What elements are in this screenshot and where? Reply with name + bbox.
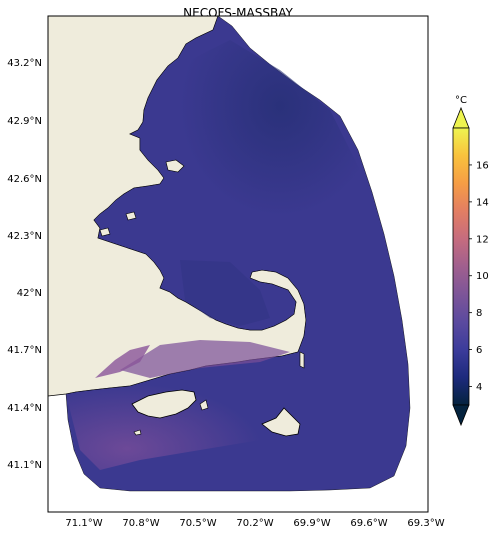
latitude-labels: 43.2°N 42.9°N 42.6°N 42.3°N 42°N 41.7°N … <box>7 58 42 471</box>
colorbar-extend-bottom <box>452 404 470 427</box>
map-frame <box>47 15 429 513</box>
colorbar-tick-label: 6 <box>476 345 482 356</box>
colorbar-tick-label: 4 <box>476 382 482 393</box>
lat-label: 42.3°N <box>7 231 42 242</box>
lon-label: 69.9°W <box>293 518 330 529</box>
colorbar-tick-label: 10 <box>476 271 489 282</box>
colorbar-tick-label: 14 <box>476 197 489 208</box>
lat-label: 42°N <box>17 288 42 299</box>
temperature-field <box>66 40 370 470</box>
map-axes <box>48 16 428 512</box>
southern-warm-water <box>66 352 310 470</box>
nantucket-sound-warm <box>120 340 290 378</box>
small-island-2 <box>133 429 142 436</box>
lat-label: 43.2°N <box>7 58 42 69</box>
lat-label: 41.7°N <box>7 345 42 356</box>
lon-label: 70.8°W <box>122 518 159 529</box>
lon-label: 71.1°W <box>65 518 102 529</box>
colorbar-tick-label: 8 <box>476 308 482 319</box>
lat-label: 41.1°N <box>7 460 42 471</box>
colorbar-tick-label: 12 <box>476 234 489 245</box>
lat-label: 41.4°N <box>7 403 42 414</box>
lon-label: 69.6°W <box>350 518 387 529</box>
colorbar-body <box>452 127 470 406</box>
cape-ann-island <box>165 159 185 173</box>
nahant-island <box>125 211 137 221</box>
cape-cod-bay-shade <box>180 260 270 326</box>
lon-label: 69.3°W <box>407 518 444 529</box>
marthas-vineyard <box>131 389 197 419</box>
buzzards-bay-warm <box>95 345 150 378</box>
nantucket <box>261 407 301 437</box>
colorbar-ticks: 4 6 8 10 12 14 16 <box>469 160 489 393</box>
monomoy-island <box>299 351 305 369</box>
deep-water-shade <box>170 40 370 260</box>
colorbar: °C 4 6 8 10 12 14 16 <box>452 95 489 427</box>
small-island-1 <box>199 399 209 411</box>
longitude-labels: 71.1°W 70.8°W 70.5°W 70.2°W 69.9°W 69.6°… <box>65 518 444 529</box>
lat-label: 42.9°N <box>7 116 42 127</box>
colorbar-extend-top <box>452 106 470 129</box>
colorbar-unit: °C <box>455 95 467 106</box>
lat-label: 42.6°N <box>7 174 42 185</box>
boston-harbor-island <box>99 227 111 237</box>
colorbar-tick-label: 16 <box>476 160 489 171</box>
lon-label: 70.5°W <box>179 518 216 529</box>
lon-label: 70.2°W <box>236 518 273 529</box>
